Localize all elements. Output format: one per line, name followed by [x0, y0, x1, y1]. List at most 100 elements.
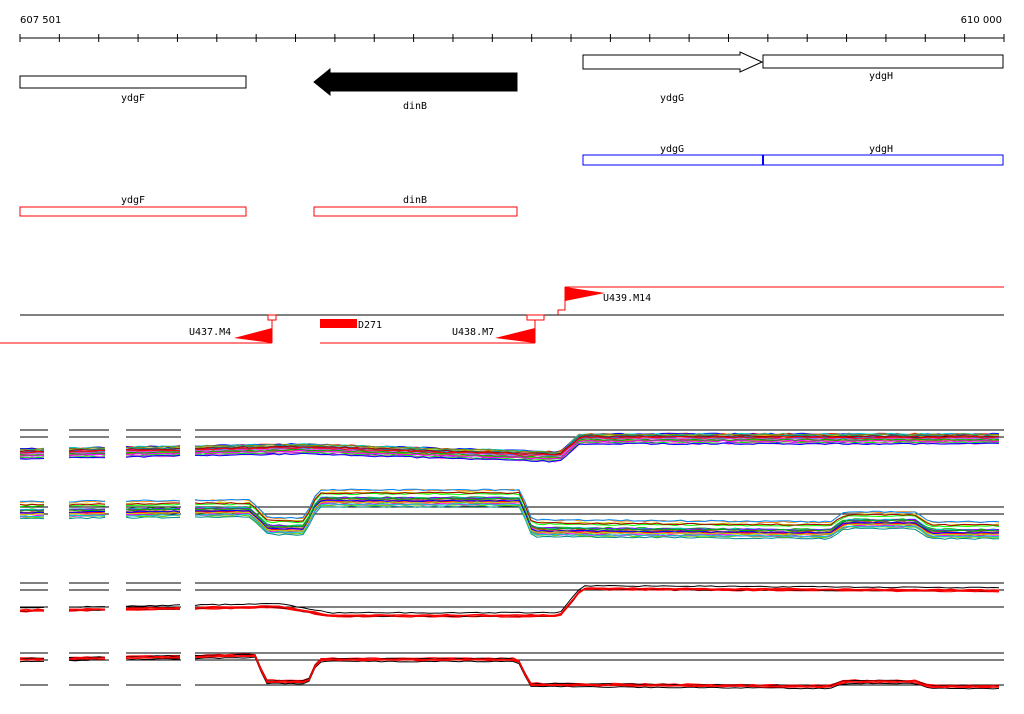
expression-trace	[19, 609, 45, 612]
gene-track-top: ydgF dinB ydgG ydgH	[19, 51, 1004, 112]
expression-trace	[194, 488, 1000, 523]
expression-trace	[194, 656, 1000, 690]
ruler-end-label: 610 000	[961, 15, 1002, 26]
transcript-track: U439.M14 U437.M4 D271 U438.M7	[0, 286, 1004, 344]
expression-trace	[68, 500, 106, 503]
expression-trace	[19, 658, 45, 660]
expression-trace	[125, 449, 181, 452]
expression-trace	[68, 447, 106, 450]
expression-trace	[19, 501, 45, 504]
expression-trace	[125, 454, 181, 458]
expression-trace	[19, 454, 45, 456]
blue-gene-label-ydgH: ydgH	[869, 144, 893, 155]
expression-trace	[194, 497, 1000, 532]
expression-trace	[68, 512, 106, 515]
blue-gene-label-ydgG: ydgG	[660, 144, 684, 155]
feature-U439-flag[interactable]	[565, 287, 605, 301]
expression-trace	[68, 516, 106, 520]
expression-trace	[194, 654, 1000, 687]
expression-trace	[194, 499, 1000, 535]
expression-trace	[19, 512, 45, 516]
gene-ydgF[interactable]	[19, 75, 247, 89]
feature-label-D271: D271	[358, 320, 382, 331]
expression-trace	[19, 515, 45, 517]
red-gene-label-dinB: dinB	[403, 195, 427, 206]
expression-trace	[68, 608, 106, 611]
red-gene-dinB[interactable]	[313, 206, 518, 217]
expression-trace	[125, 655, 181, 658]
expression-trace	[125, 516, 181, 519]
gene-dinB-arrow[interactable]	[313, 67, 518, 97]
expression-trace	[68, 456, 106, 459]
expression-trace	[195, 435, 1000, 456]
expression-trace	[194, 491, 1000, 527]
expression-track-4	[19, 652, 1004, 690]
gene-track-red: ydgF dinB	[19, 195, 518, 217]
expression-trace	[68, 509, 106, 512]
expression-trace	[194, 655, 1000, 689]
expression-trace	[125, 607, 181, 610]
gene-label-ydgH: ydgH	[869, 71, 893, 82]
expression-trace	[194, 587, 1000, 616]
expression-trace	[125, 500, 181, 503]
expression-trace	[68, 510, 105, 514]
expression-trace	[194, 439, 1000, 460]
expression-track-2	[19, 488, 1004, 540]
expression-trace	[19, 450, 45, 454]
expression-trace	[68, 658, 106, 660]
expression-trace	[19, 509, 45, 512]
gene-ydgH[interactable]	[762, 54, 1004, 69]
expression-trace	[68, 503, 106, 506]
feature-U437-stem	[267, 314, 277, 343]
expression-trace	[19, 505, 45, 508]
expression-trace	[126, 502, 181, 505]
expression-trace	[125, 447, 181, 450]
gene-label-ydgG: ydgG	[660, 93, 684, 104]
expression-trace	[194, 501, 1000, 536]
expression-trace	[194, 505, 1000, 540]
expression-trace	[125, 452, 181, 456]
ruler-ticks	[19, 34, 1005, 42]
feature-D271-block[interactable]	[320, 319, 357, 328]
expression-track-3	[19, 582, 1004, 618]
expression-trace	[194, 587, 1000, 617]
expression-trace	[19, 660, 45, 663]
gene-label-dinB: dinB	[403, 101, 427, 112]
expression-trace	[125, 604, 181, 607]
expression-trace	[68, 500, 106, 503]
feature-U438-flag[interactable]	[495, 328, 535, 343]
expression-trace	[19, 458, 45, 460]
expression-trace	[68, 514, 106, 517]
expression-trace	[19, 508, 45, 511]
expression-trace	[19, 503, 45, 506]
expression-trace	[19, 454, 45, 457]
expression-trace	[194, 502, 1000, 538]
expression-trace	[194, 438, 1000, 459]
expression-trace	[68, 514, 106, 517]
expression-trace	[125, 451, 181, 454]
red-gene-label-ydgF: ydgF	[121, 195, 145, 206]
expression-trace	[194, 584, 1000, 614]
feature-U437-flag[interactable]	[234, 328, 272, 343]
expression-trace	[125, 511, 181, 515]
expression-track-1	[19, 429, 1004, 463]
gene-label-ydgF: ydgF	[121, 93, 145, 104]
expression-trace	[68, 450, 105, 453]
feature-label-U439: U439.M14	[603, 293, 651, 304]
feature-label-U437: U437.M4	[189, 327, 231, 338]
expression-trace	[195, 442, 1000, 463]
gene-ydgG-arrow[interactable]	[582, 51, 764, 73]
feature-label-U438: U438.M7	[452, 327, 494, 338]
blue-gene-box[interactable]	[582, 154, 1004, 166]
expression-trace	[19, 511, 45, 514]
feature-U438-stem	[526, 314, 545, 343]
expression-trace	[68, 605, 105, 608]
expression-trace	[19, 500, 45, 503]
red-gene-ydgF[interactable]	[19, 206, 247, 217]
expression-trace	[125, 514, 181, 517]
expression-trace	[68, 453, 106, 457]
expression-trace	[19, 452, 45, 455]
expression-trace	[125, 503, 181, 507]
expression-trace	[194, 436, 1000, 456]
